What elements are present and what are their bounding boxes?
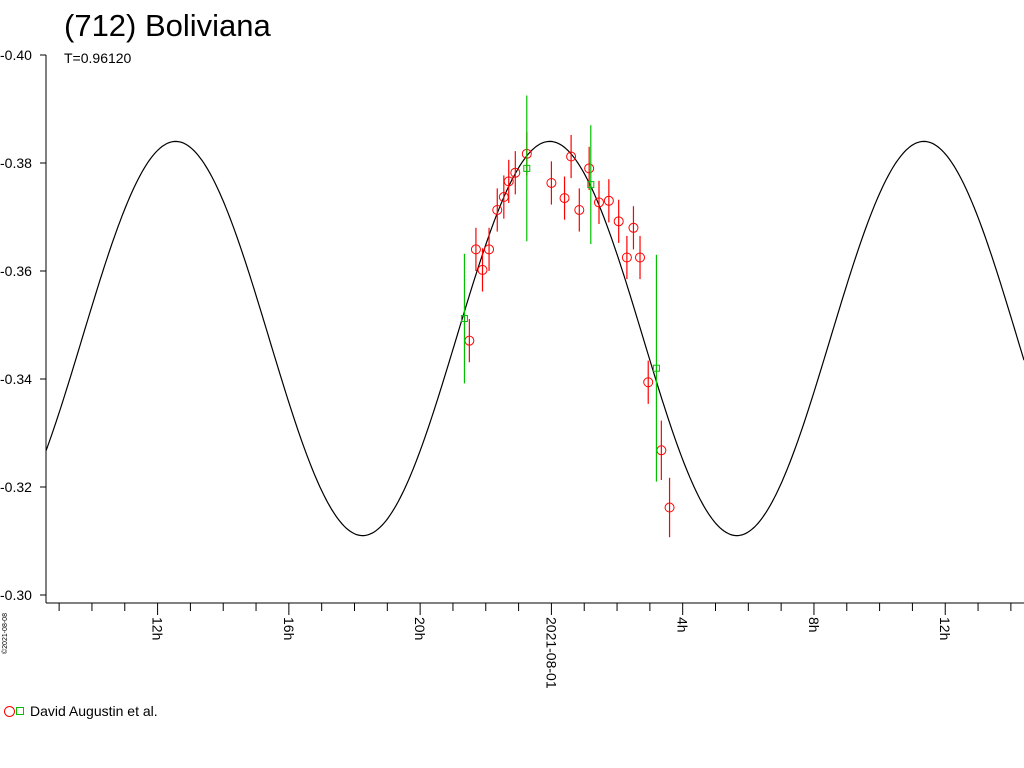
model-curve — [45, 140, 1024, 537]
data-points — [460, 95, 675, 538]
data-point-circle — [603, 195, 614, 206]
data-point-circle — [559, 193, 570, 204]
x-tick-label: 2021-08-01 — [543, 617, 559, 689]
chart-title: (712) Boliviana — [64, 8, 271, 43]
x-tick-label: 16h — [281, 617, 297, 640]
x-tick-label: 20h — [412, 617, 428, 640]
data-point-square — [587, 181, 595, 189]
data-point-circle — [621, 252, 632, 263]
data-point-circle — [628, 222, 639, 233]
data-point-square — [523, 164, 531, 172]
legend: David Augustin et al. — [4, 703, 158, 719]
y-tick-label: -0.30 — [0, 587, 32, 603]
legend-circle-icon — [4, 705, 15, 717]
data-point-circle — [484, 244, 495, 255]
data-point-circle — [593, 197, 604, 208]
data-point-circle — [613, 216, 624, 227]
data-point-circle — [470, 244, 481, 255]
data-point-square — [652, 364, 660, 372]
data-point-circle — [492, 204, 503, 215]
data-point-circle — [574, 204, 585, 215]
y-tick-labels: -0.40 -0.38 -0.36 -0.34 -0.32 -0.30 — [0, 47, 32, 603]
legend-markers — [4, 705, 24, 717]
x-tick-labels: 12h 16h 20h 2021-08-01 4h 8h 12h — [150, 617, 954, 689]
y-tick-label: -0.36 — [0, 263, 32, 279]
data-point-circle — [510, 167, 521, 178]
legend-square-icon — [16, 707, 24, 715]
y-tick-label: -0.38 — [0, 155, 32, 171]
x-tick-label: 12h — [150, 617, 166, 640]
data-point-circle — [477, 264, 488, 275]
data-point-circle — [546, 177, 557, 188]
y-tick-label: -0.32 — [0, 479, 32, 495]
y-tick-label: -0.34 — [0, 371, 32, 387]
axis-ticks — [40, 54, 1012, 615]
chart-axes — [45, 55, 1024, 604]
data-point-square — [460, 315, 468, 323]
legend-label: David Augustin et al. — [30, 703, 158, 719]
data-point-circle — [566, 151, 577, 162]
data-point-circle — [643, 377, 654, 388]
model-curve-line — [45, 140, 1024, 537]
data-point-circle — [635, 252, 646, 263]
x-tick-label: 12h — [937, 617, 953, 640]
data-point-circle — [584, 163, 595, 174]
x-tick-label: 8h — [806, 617, 822, 633]
chart-subtitle: T=0.96120 — [64, 50, 132, 66]
y-tick-label: -0.40 — [0, 47, 32, 63]
credit-label: ©2021-08-08 — [2, 613, 9, 654]
data-point-circle — [503, 176, 514, 187]
data-point-circle — [664, 502, 675, 513]
x-tick-label: 4h — [675, 617, 691, 633]
